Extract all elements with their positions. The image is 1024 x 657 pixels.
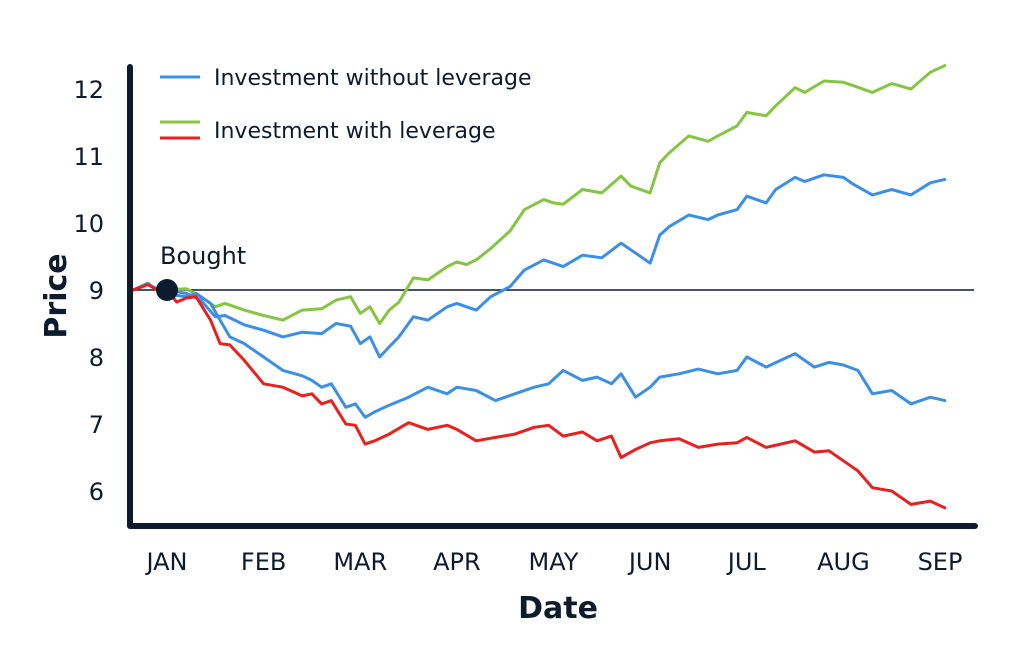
x-tick-label: APR	[433, 548, 481, 576]
y-tick-label: 7	[89, 411, 104, 439]
axes	[127, 64, 978, 529]
y-tick-label: 9	[89, 277, 104, 305]
y-tick-label: 11	[73, 143, 104, 171]
series-layer	[131, 64, 947, 510]
x-axis-ticks: JAN FEB MAR APR MAY JUN JUL AUG SEP	[144, 548, 962, 576]
y-tick-label: 6	[89, 478, 104, 506]
series-line-with-down	[131, 283, 947, 510]
series-line-with-up	[131, 64, 947, 325]
x-tick-label: MAR	[333, 548, 387, 576]
x-tick-label: JUL	[726, 548, 767, 576]
x-tick-label: SEP	[918, 548, 963, 576]
legend-label-with-leverage: Investment with leverage	[214, 119, 496, 144]
bought-annotation-label: Bought	[160, 242, 246, 270]
x-axis-title: Date	[518, 591, 598, 626]
y-tick-label: 10	[73, 210, 104, 238]
y-tick-label: 12	[73, 76, 104, 104]
legend-label-without-leverage: Investment without leverage	[214, 66, 532, 91]
series-line-without-down	[131, 281, 947, 419]
x-tick-label: JUN	[627, 548, 672, 576]
series-line-without-up	[131, 173, 947, 359]
legend: Investment without leverage Investment w…	[160, 66, 532, 144]
y-axis-title: Price	[39, 253, 74, 338]
x-tick-label: AUG	[817, 548, 870, 576]
x-tick-label: JAN	[144, 548, 187, 576]
y-tick-label: 8	[89, 344, 104, 372]
x-tick-label: MAY	[529, 548, 579, 576]
bought-marker	[156, 279, 178, 301]
x-tick-label: FEB	[241, 548, 286, 576]
y-axis-ticks: 6 7 8 9 10 11 12	[73, 76, 104, 506]
